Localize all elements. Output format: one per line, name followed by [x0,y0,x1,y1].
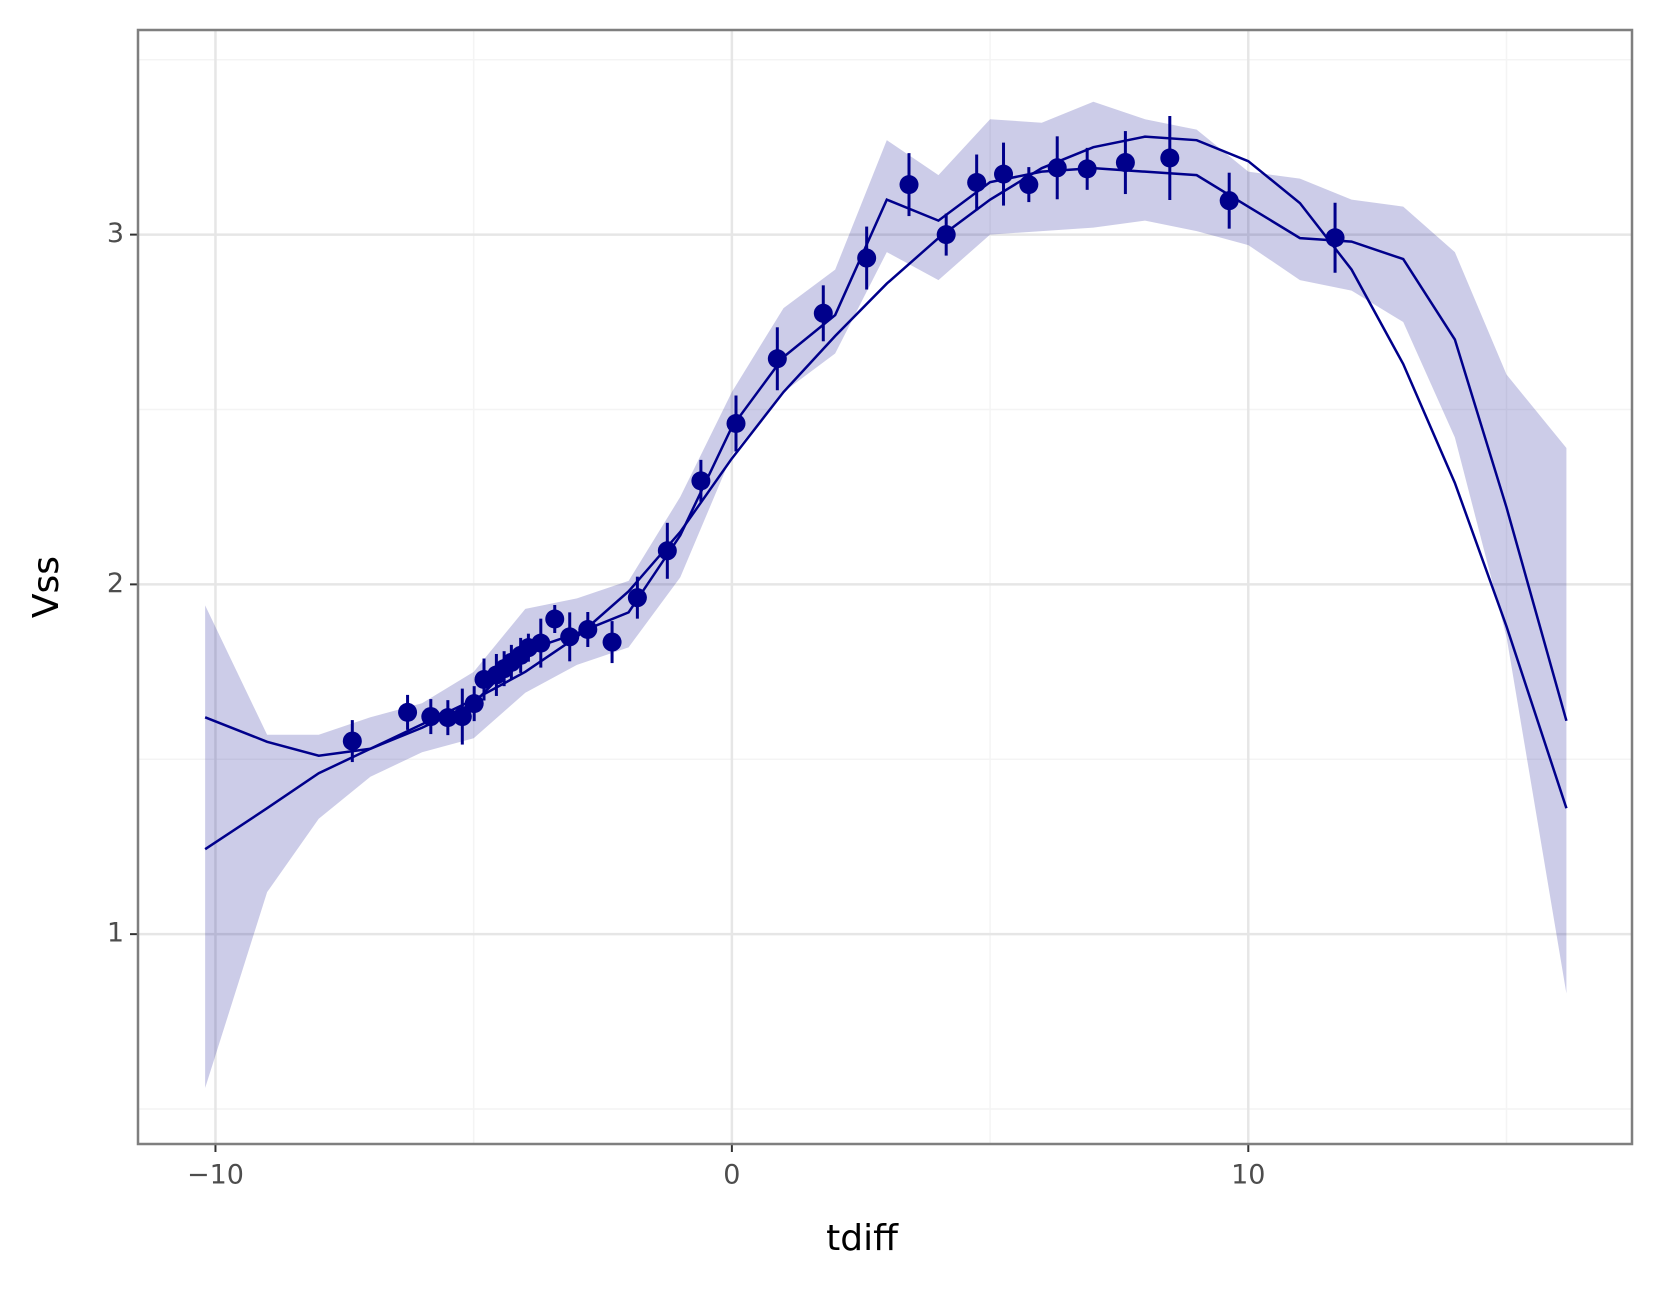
data-point [813,303,833,323]
data-point [398,702,418,722]
data-point [1077,159,1097,179]
panel-border [136,28,1634,1146]
data-point [1115,153,1135,173]
data-point [464,694,484,714]
data-point [899,175,919,195]
data-point [1047,158,1067,178]
data-point [1160,148,1180,168]
data-point [531,633,551,653]
data-point [936,225,956,245]
data-point [691,471,711,491]
data-point [452,707,472,727]
y-tick-label: 1 [107,918,124,949]
data-point [994,164,1014,184]
data-point [726,413,746,433]
y-axis-title: Vss [26,556,67,618]
y-tick-label: 3 [107,218,124,249]
data-point [438,708,458,728]
data-point [602,632,622,652]
data-point [1019,175,1039,195]
x-tick-label: 10 [1231,1160,1265,1191]
data-point [967,172,987,192]
data-point [1325,228,1345,248]
data-point [1219,191,1239,211]
x-tick-label: −10 [187,1160,244,1191]
y-tick-label: 2 [107,568,124,599]
data-point [857,248,877,268]
x-tick-label: 0 [723,1160,740,1191]
x-axis-title: tdiff [826,1218,899,1259]
data-point [767,349,787,369]
data-point [545,609,565,629]
data-point [560,627,580,647]
data-point [421,707,441,727]
data-point [342,731,362,751]
data-point [657,541,677,561]
data-point [578,619,598,639]
data-point [627,588,647,608]
